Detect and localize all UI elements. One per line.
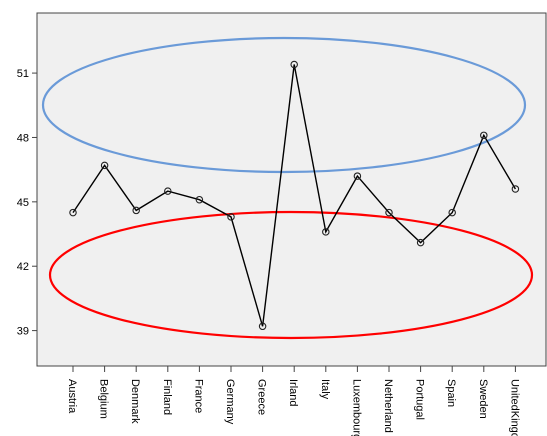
x-tick-label: Netherland	[382, 379, 394, 433]
x-tick-label: Luxembourg	[350, 379, 362, 436]
x-tick-label: Greece	[256, 379, 268, 415]
x-tick-label: Spain	[445, 379, 457, 407]
y-axis: 39 42 45 48 51	[17, 68, 37, 338]
x-tick-label: Denmark	[129, 379, 141, 424]
x-tick-label: Finland	[161, 379, 173, 415]
data-point	[69, 208, 77, 217]
x-tick-label: Sweden	[477, 379, 489, 419]
x-axis: Austria Belgium Denmark Finland France German…	[66, 366, 520, 436]
x-tick-label: Italy	[319, 379, 331, 400]
x-tick-label: Belgium	[98, 379, 110, 419]
y-tick-label: 42	[17, 261, 29, 273]
y-tick-label: 48	[17, 132, 29, 144]
x-tick-label: France	[192, 379, 204, 413]
data-point	[227, 213, 235, 221]
data-point	[353, 172, 362, 180]
x-tick-label: Portugal	[414, 379, 426, 420]
data-point	[258, 322, 267, 331]
data-point	[322, 228, 330, 236]
x-tick-label: Austria	[66, 379, 78, 414]
data-point	[480, 131, 488, 140]
data-point	[132, 206, 140, 215]
highlight-ellipse-red	[48, 210, 534, 340]
data-point	[195, 195, 204, 204]
x-tick-label: Germany	[224, 379, 236, 425]
data-point	[416, 238, 425, 247]
data-point	[385, 208, 393, 217]
data-point	[290, 60, 298, 69]
x-tick-label: Irland	[287, 379, 299, 407]
series-line	[69, 60, 520, 331]
highlight-ellipse-blue	[41, 36, 527, 174]
data-point	[164, 187, 172, 195]
series-polyline	[72, 64, 517, 327]
data-point	[100, 161, 109, 170]
y-tick-label: 45	[17, 197, 29, 209]
annotations	[41, 36, 534, 340]
data-point	[448, 208, 456, 217]
y-tick-label: 51	[17, 68, 29, 80]
x-tick-label: UnitedKingdo	[508, 379, 520, 436]
data-point	[511, 185, 520, 193]
y-tick-label: 39	[17, 326, 29, 338]
